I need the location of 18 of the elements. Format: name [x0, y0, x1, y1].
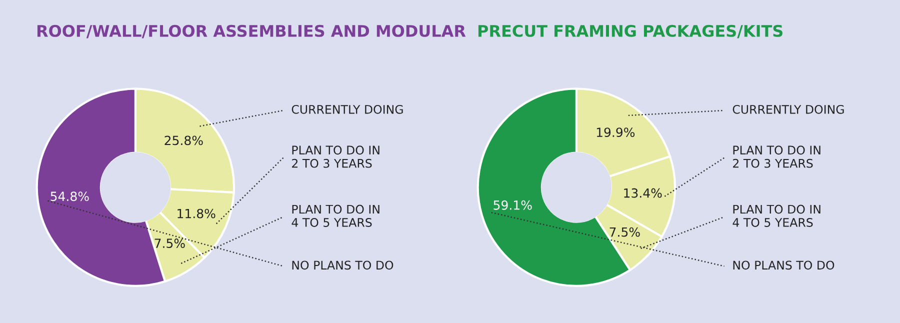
data-label: 11.8% — [178, 208, 216, 218]
chart-title: PRECUT FRAMING PACKAGES/KITS — [478, 24, 782, 38]
slice-label: CURRENTLY DOING — [732, 104, 844, 114]
chart-title: ROOF/WALL/FLOOR ASSEMBLIES AND MODULAR — [37, 24, 466, 38]
slice-label: PLAN TO DO IN 4 TO 5 YEARS — [732, 204, 820, 227]
slice-label: PLAN TO DO IN 2 TO 3 YEARS — [733, 146, 820, 168]
slice-label: PLAN TO DO IN 2 TO 3 YEARS — [292, 146, 380, 168]
data-label: 19.9% — [596, 128, 635, 138]
data-label: 25.8% — [164, 136, 203, 146]
data-label: 59.1% — [494, 200, 532, 210]
data-label: 7.5% — [610, 227, 640, 237]
slice-label: CURRENTLY DOING — [292, 104, 403, 114]
data-label: 54.8% — [50, 192, 89, 202]
slice-label: PLAN TO DO IN 4 TO 5 YEARS — [292, 204, 380, 227]
slice-label: NO PLANS TO DO — [733, 260, 834, 270]
data-label: 7.5% — [154, 238, 185, 248]
data-label: 13.4% — [624, 188, 662, 198]
slice-label: NO PLANS TO DO — [292, 260, 394, 270]
